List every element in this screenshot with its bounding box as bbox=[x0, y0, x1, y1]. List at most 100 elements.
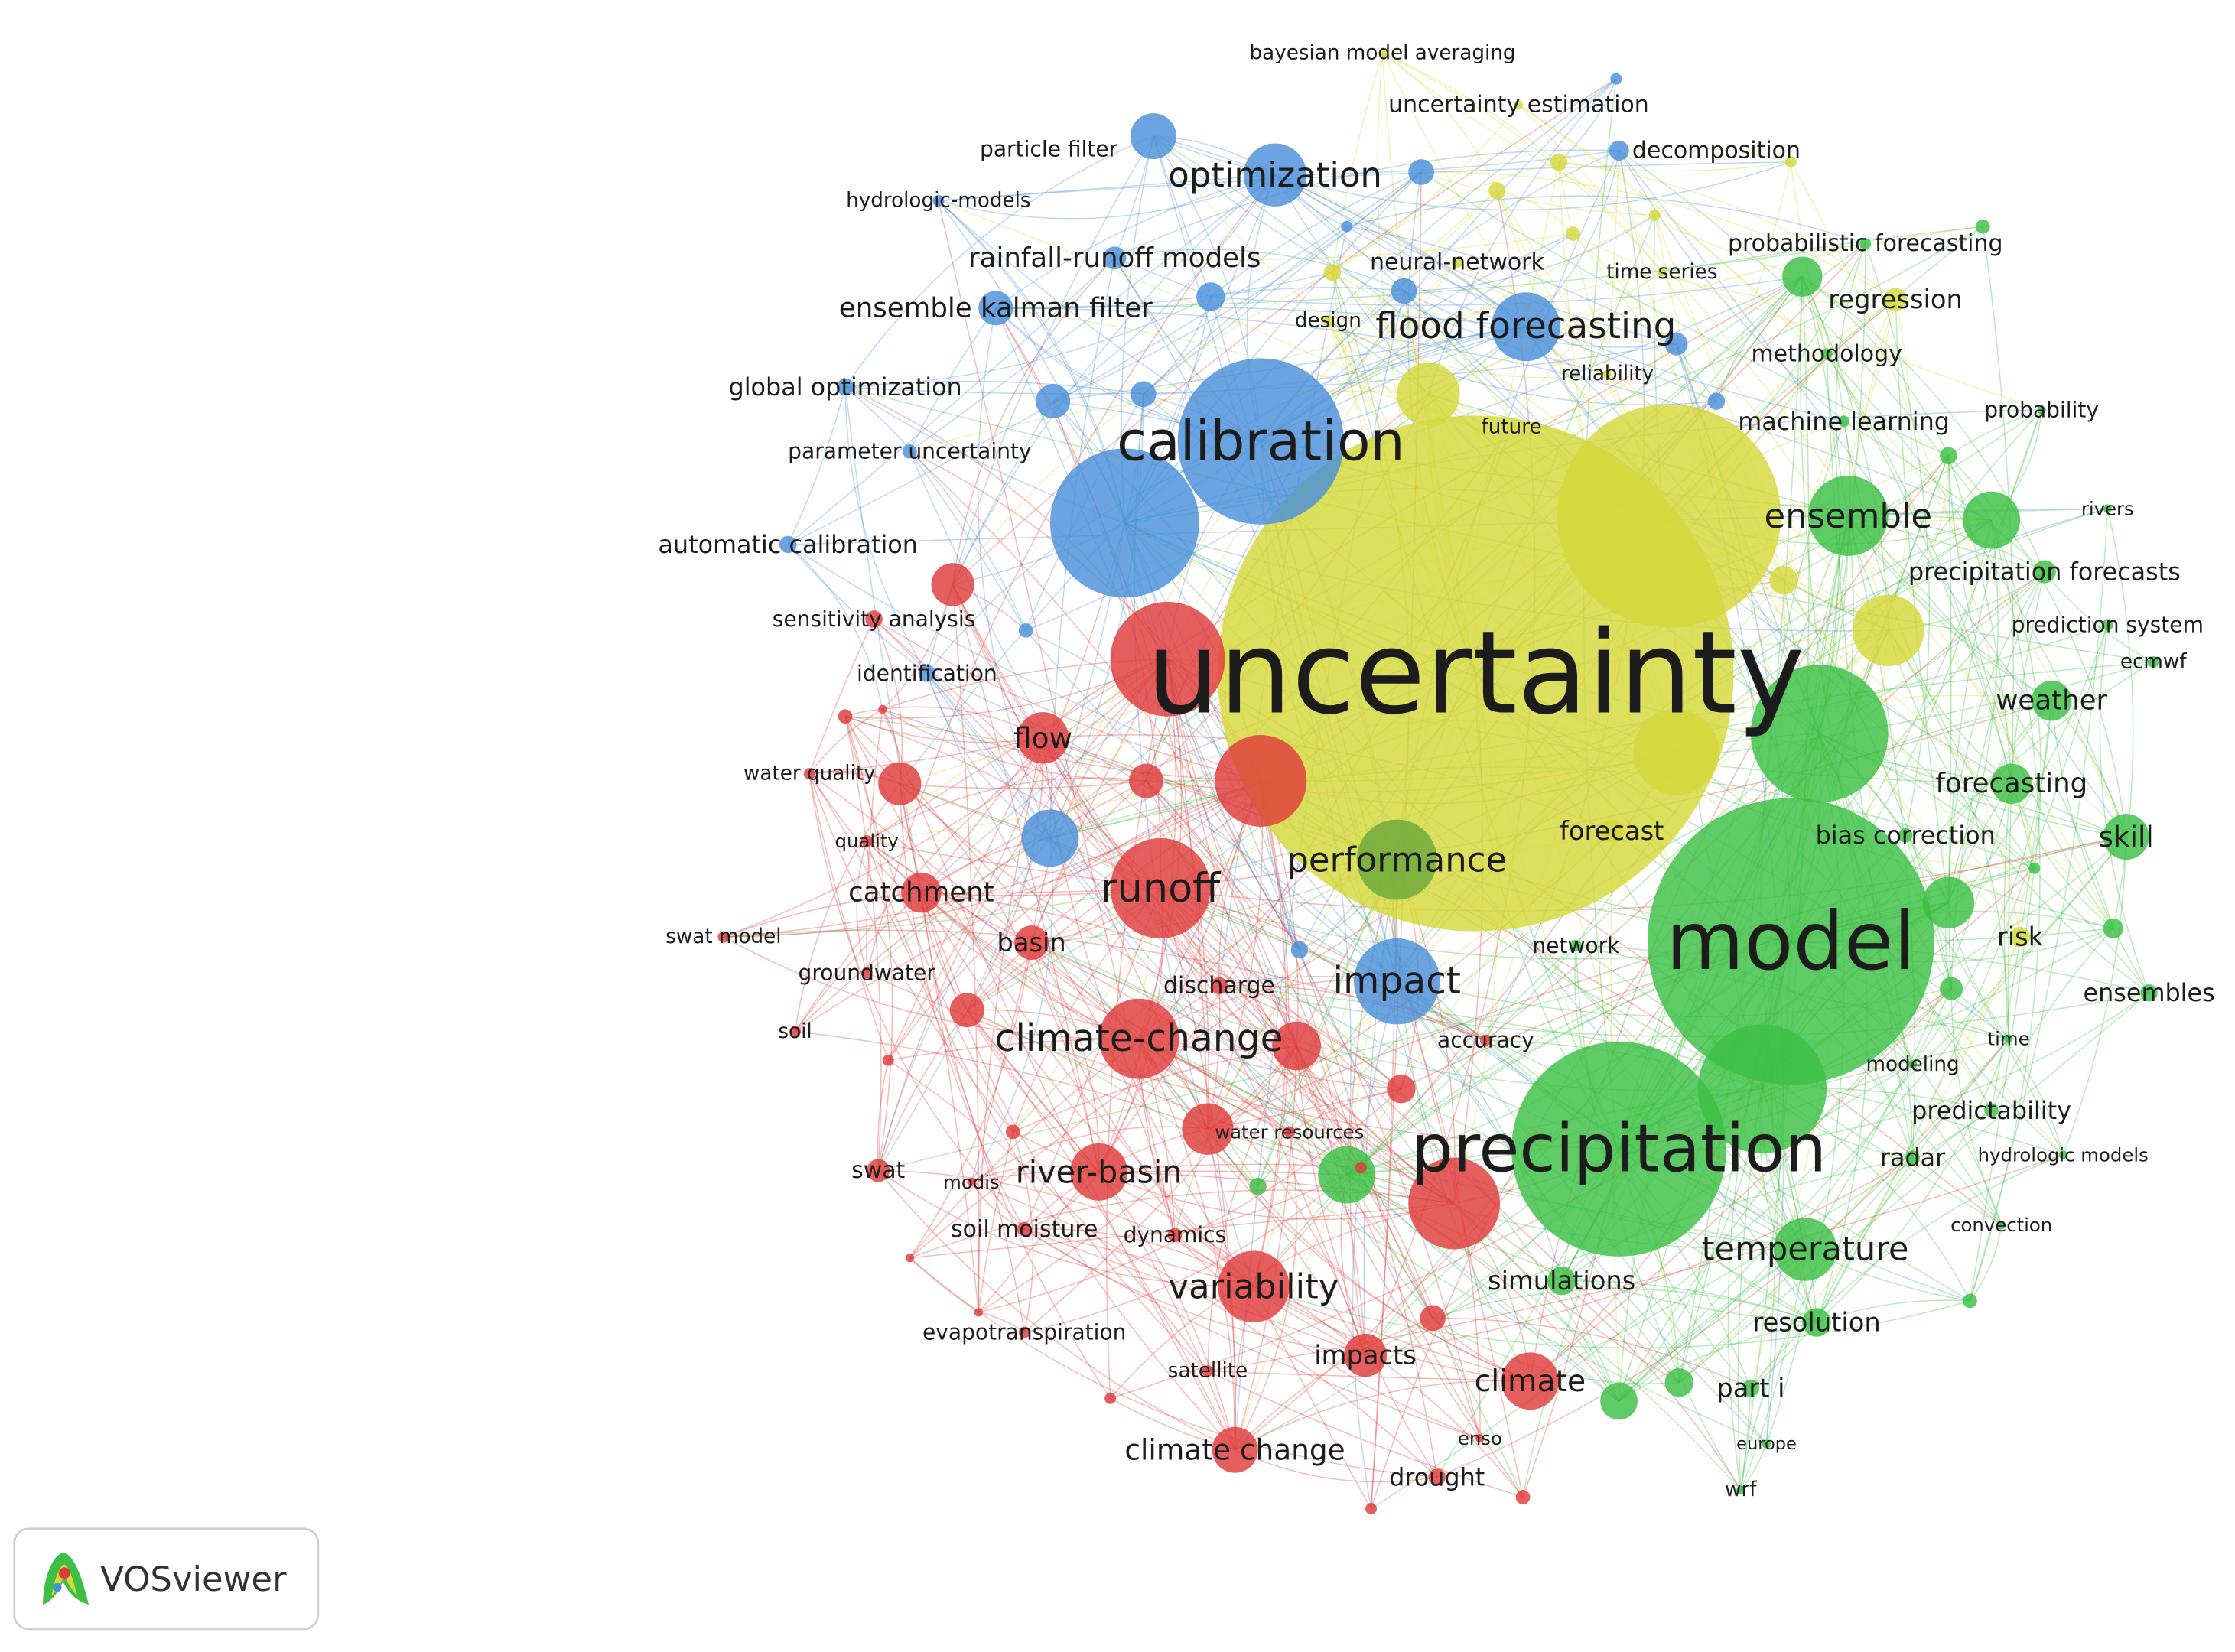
edge bbox=[808, 773, 1025, 1230]
node bbox=[2147, 656, 2159, 668]
edge bbox=[845, 380, 1144, 395]
edge bbox=[909, 307, 997, 452]
node bbox=[1997, 1221, 2006, 1230]
edge bbox=[794, 892, 922, 1032]
node-label: modeling bbox=[1866, 1053, 1959, 1076]
edge bbox=[794, 659, 1168, 1032]
node bbox=[1290, 941, 1309, 959]
node bbox=[1491, 292, 1560, 362]
node-label: machine learning bbox=[1738, 407, 1950, 436]
node bbox=[1018, 623, 1033, 638]
node-label: discharge bbox=[1163, 972, 1275, 999]
edge bbox=[1346, 945, 1576, 1176]
node bbox=[901, 872, 942, 913]
edge bbox=[877, 942, 1033, 1171]
edge bbox=[1618, 150, 1845, 422]
node bbox=[1633, 709, 1719, 795]
edge bbox=[866, 841, 1767, 1445]
edge bbox=[808, 773, 890, 1061]
edge bbox=[1235, 1380, 1531, 1451]
edge bbox=[909, 1257, 979, 1313]
edge bbox=[808, 708, 883, 775]
edge bbox=[1370, 571, 2045, 1509]
edge bbox=[1606, 150, 1620, 375]
edge bbox=[866, 841, 1140, 1039]
edge bbox=[1207, 1370, 1531, 1382]
node bbox=[865, 610, 883, 628]
edge bbox=[978, 1131, 1013, 1313]
logo-icon bbox=[53, 1582, 62, 1592]
node bbox=[1940, 447, 1957, 465]
node bbox=[1507, 422, 1516, 431]
node bbox=[2032, 680, 2072, 721]
node bbox=[1802, 1308, 1831, 1337]
edge bbox=[808, 773, 1140, 1039]
node bbox=[1602, 369, 1612, 379]
node bbox=[803, 768, 815, 780]
node-label: probabilistic forecasting bbox=[1728, 230, 2002, 257]
node bbox=[1515, 1490, 1531, 1504]
edge bbox=[1352, 981, 1397, 1509]
edge bbox=[1969, 868, 2035, 1302]
edge bbox=[874, 618, 1261, 782]
edge bbox=[1801, 276, 1950, 457]
node bbox=[1021, 809, 1079, 867]
edge bbox=[1619, 1322, 1817, 1402]
edge bbox=[971, 942, 1033, 1182]
node bbox=[1975, 219, 1990, 234]
edge bbox=[1145, 780, 1397, 982]
edge bbox=[1235, 1449, 1437, 1483]
edge bbox=[1783, 580, 2012, 785]
edge bbox=[844, 386, 922, 893]
node bbox=[1769, 566, 1798, 595]
edge bbox=[1947, 700, 2052, 903]
edge bbox=[978, 737, 1044, 1312]
node-label: soil moisture bbox=[951, 1216, 1098, 1243]
edge bbox=[844, 135, 1154, 388]
node-label: wrf bbox=[1725, 1478, 1757, 1501]
edge bbox=[1207, 1046, 1297, 1371]
node-label: catchment bbox=[848, 877, 994, 909]
edge bbox=[1030, 942, 1254, 1287]
edge bbox=[787, 544, 1261, 782]
edge bbox=[1145, 780, 1362, 1169]
node bbox=[779, 535, 797, 554]
node-label: climate bbox=[1475, 1364, 1586, 1399]
edge bbox=[2099, 624, 2150, 993]
edge bbox=[1801, 276, 1889, 631]
node-label: part i bbox=[1716, 1374, 1784, 1403]
edge bbox=[1826, 353, 2127, 837]
edge bbox=[787, 171, 1422, 545]
node bbox=[2058, 1150, 2067, 1159]
node bbox=[1130, 381, 1157, 408]
edge bbox=[809, 737, 1043, 775]
edge bbox=[899, 783, 980, 1312]
node-label: flood forecasting bbox=[1375, 306, 1676, 347]
edge bbox=[1529, 988, 1952, 1382]
edge bbox=[1947, 520, 1999, 903]
edge bbox=[844, 386, 1026, 631]
edge bbox=[995, 272, 1333, 310]
node bbox=[1104, 1392, 1117, 1404]
node-label: climate-change bbox=[995, 1017, 1283, 1060]
edge bbox=[1990, 701, 2052, 1111]
node bbox=[1356, 819, 1437, 900]
edge bbox=[909, 450, 1026, 631]
node bbox=[1210, 977, 1228, 995]
node bbox=[1130, 113, 1176, 160]
node bbox=[1550, 153, 1568, 171]
node-label: bayesian model averaging bbox=[1249, 41, 1515, 64]
node bbox=[1697, 1024, 1827, 1153]
edge bbox=[1098, 780, 1262, 1172]
node-label: evapotranspiration bbox=[922, 1320, 1126, 1345]
edge bbox=[1031, 941, 1348, 1176]
node bbox=[1742, 1379, 1760, 1397]
edge bbox=[1145, 780, 1486, 1041]
node-label: time series bbox=[1606, 261, 1717, 284]
node bbox=[1600, 1382, 1638, 1420]
edge bbox=[1138, 1038, 1236, 1450]
node bbox=[1514, 100, 1524, 109]
logo-badge[interactable]: VOSviewer bbox=[13, 1527, 320, 1631]
edge bbox=[844, 716, 893, 1171]
edge bbox=[1145, 780, 1297, 1046]
